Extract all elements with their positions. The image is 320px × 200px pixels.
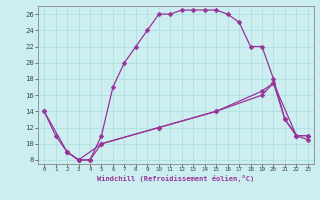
X-axis label: Windchill (Refroidissement éolien,°C): Windchill (Refroidissement éolien,°C) — [97, 175, 255, 182]
